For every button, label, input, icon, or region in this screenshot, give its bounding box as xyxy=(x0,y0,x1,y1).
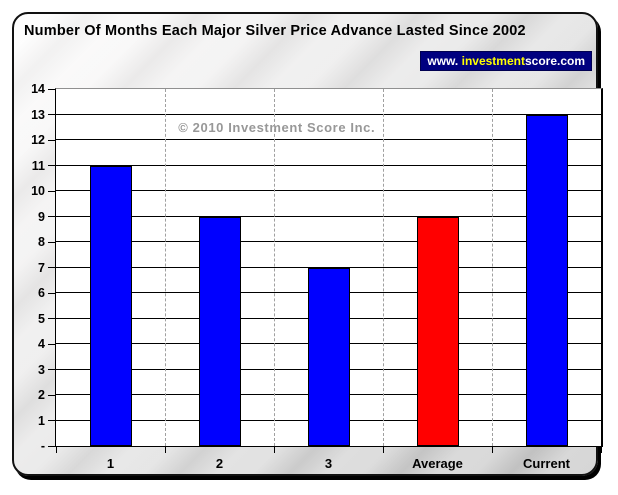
y-axis-tick xyxy=(48,369,56,370)
vertical-gridline xyxy=(274,89,275,446)
vertical-gridline xyxy=(383,89,384,446)
x-axis-tick xyxy=(600,446,602,453)
copyright-watermark: © 2010 Investment Score Inc. xyxy=(178,120,376,135)
x-axis-tick xyxy=(273,446,275,453)
bar-average xyxy=(416,216,459,446)
bar-3 xyxy=(307,267,350,446)
x-axis-label: Current xyxy=(523,456,570,471)
vertical-gridline xyxy=(165,89,166,446)
y-axis-label: 2 xyxy=(38,388,45,403)
y-axis-tick xyxy=(48,139,56,141)
badge-score-text: score.com xyxy=(524,54,585,68)
chart-title: Number Of Months Each Major Silver Price… xyxy=(24,23,526,39)
y-axis-label: 12 xyxy=(31,133,45,147)
horizontal-gridline xyxy=(56,266,601,268)
y-axis-label: 10 xyxy=(31,184,45,198)
horizontal-gridline xyxy=(56,190,601,191)
x-axis-tick xyxy=(382,446,384,453)
y-axis-label: 14 xyxy=(31,82,45,96)
y-axis-tick xyxy=(48,165,56,166)
y-axis-tick xyxy=(48,445,56,447)
y-axis-tick xyxy=(48,241,56,243)
y-axis-label: 9 xyxy=(38,209,45,224)
chart-card: Number Of Months Each Major Silver Price… xyxy=(12,12,603,476)
y-axis-tick xyxy=(48,292,56,294)
y-axis-label: 3 xyxy=(38,362,45,377)
y-axis-label: - xyxy=(40,439,45,453)
y-axis-tick xyxy=(48,267,56,268)
y-axis-label: 7 xyxy=(38,260,45,275)
y-axis-tick xyxy=(48,114,56,115)
bar-2 xyxy=(198,216,241,446)
y-axis-tick xyxy=(48,394,56,396)
x-axis-tick xyxy=(55,446,57,453)
y-axis-tick xyxy=(48,420,56,422)
y-axis-tick xyxy=(48,318,56,319)
y-axis-tick xyxy=(48,343,56,345)
x-axis-label: 2 xyxy=(215,456,224,471)
horizontal-gridline xyxy=(56,139,601,140)
y-axis-label: 13 xyxy=(31,107,45,122)
bar-1 xyxy=(89,165,132,446)
y-axis-label: 1 xyxy=(38,413,45,428)
x-axis-label: Average xyxy=(412,456,463,471)
x-axis-label: 3 xyxy=(324,456,333,471)
horizontal-gridline xyxy=(56,164,601,166)
y-axis-tick xyxy=(48,88,56,90)
website-badge: www. investmentscore.com xyxy=(420,51,592,71)
y-axis-label: 8 xyxy=(38,235,45,250)
y-axis-label: 6 xyxy=(38,286,45,300)
horizontal-gridline xyxy=(56,215,601,217)
horizontal-gridline xyxy=(56,241,601,242)
y-axis-label: 11 xyxy=(31,158,45,173)
y-axis-label: 4 xyxy=(38,337,45,352)
badge-www-text: www. xyxy=(427,54,462,68)
x-axis-tick xyxy=(164,446,166,453)
badge-investment-text: investment xyxy=(461,54,525,68)
bar-current xyxy=(525,114,568,446)
y-axis-tick xyxy=(48,190,56,192)
vertical-gridline xyxy=(492,89,493,446)
y-axis-label: 5 xyxy=(38,311,45,326)
x-axis-tick xyxy=(491,446,493,453)
horizontal-gridline xyxy=(56,113,601,115)
y-axis-tick xyxy=(48,216,56,217)
x-axis-label: 1 xyxy=(106,456,115,471)
